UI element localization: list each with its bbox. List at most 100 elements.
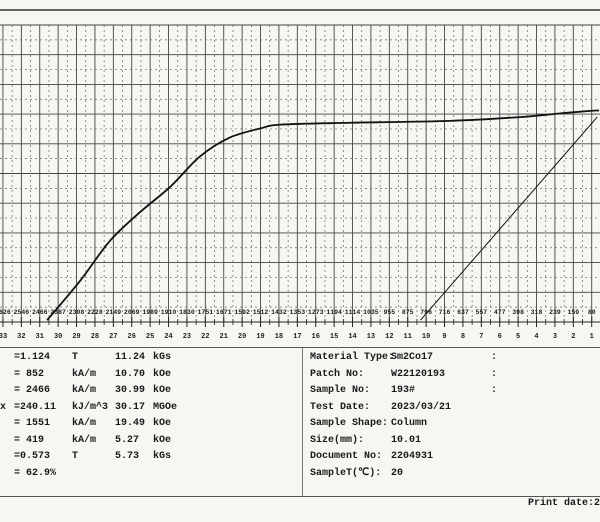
x-axis: 3326263225463124663023872923082822282721…: [0, 309, 600, 341]
x-tick-label-koe: 1: [590, 333, 594, 341]
info-value: 10.01: [391, 434, 422, 446]
x-tick-label-koe: 3: [553, 333, 557, 341]
result-value-alt: 19.49: [115, 418, 146, 429]
x-tick-label-kam: 2546: [14, 309, 30, 316]
sample-info-row: Material Type: Sm2Co17:: [303, 350, 599, 366]
x-tick-label-kam: 2626: [0, 309, 11, 316]
x-tick-label-kam: 1114: [345, 309, 361, 316]
j-h-curve: [46, 109, 600, 321]
result-value: =0.573: [14, 451, 51, 462]
x-tick-label-kam: 1830: [179, 309, 195, 316]
sample-info-row: Patch No: W22120193:: [303, 367, 599, 383]
x-tick-label-koe: 12: [385, 333, 393, 341]
x-tick-label-koe: 21: [220, 333, 228, 341]
result-unit: kA/m: [72, 434, 97, 446]
x-tick-label-koe: 26: [128, 333, 136, 341]
x-tick-label-koe: 15: [330, 333, 338, 341]
x-tick-label-kam: 2149: [106, 309, 122, 316]
x-tick-label-kam: 477: [494, 309, 506, 316]
x-tick-label-kam: 239: [549, 309, 561, 316]
x-tick-label-koe: 30: [54, 333, 62, 341]
x-tick-label-kam: 80: [588, 309, 596, 316]
result-row: = 2466 kA/m 30.99 kOe: [0, 383, 300, 399]
result-row: = 1551 kA/m 19.49 kOe: [0, 416, 300, 432]
x-tick-label-kam: 1671: [216, 309, 232, 316]
x-tick-label-kam: 557: [475, 309, 487, 316]
result-unit: kA/m: [72, 368, 97, 380]
b-h-curve: [420, 116, 598, 321]
sample-info-row: Test Date: 2023/03/21: [303, 400, 599, 416]
result-unit: T: [72, 352, 79, 363]
result-unit-alt: kGs: [153, 352, 172, 363]
result-row: =0.573 T 5.73 kGs: [0, 449, 300, 465]
x-tick-label-koe: 32: [17, 333, 25, 341]
x-tick-label-koe: 5: [516, 333, 520, 341]
info-label: Test Date:: [310, 401, 371, 413]
sample-info-row: Sample Shape: Column: [303, 416, 599, 432]
info-label: Document No:: [310, 451, 383, 462]
result-value-alt: 10.70: [115, 368, 146, 380]
result-label: x: [0, 401, 7, 413]
info-label: Sample No:: [310, 385, 371, 396]
x-tick-label-kam: 1910: [161, 309, 177, 316]
x-tick-label-koe: 33: [0, 333, 7, 341]
result-unit: T: [72, 451, 79, 462]
info-label: Patch No:: [310, 368, 365, 380]
x-tick-label-kam: 398: [512, 309, 524, 316]
x-tick-label-koe: 18: [275, 333, 283, 341]
x-tick-label-koe: 4: [534, 333, 538, 341]
x-tick-label-koe: 14: [348, 333, 356, 341]
x-tick-label-kam: 1194: [326, 309, 342, 316]
result-unit: kJ/m^3: [72, 401, 109, 413]
info-extra: :: [491, 352, 498, 363]
magnetic-results-panel: =1.124 T 11.24 kGs = 852 kA/m 10.70 kOe = 2466 kA…: [0, 347, 302, 497]
result-row: =1.124 T 11.24 kGs: [0, 350, 300, 366]
x-tick-label-kam: 1432: [271, 309, 287, 316]
x-tick-label-koe: 7: [479, 333, 483, 341]
x-tick-label-kam: 1751: [198, 309, 214, 316]
result-unit-alt: kGs: [153, 451, 172, 462]
result-value: = 852: [14, 368, 45, 380]
info-value: 2204931: [391, 451, 434, 462]
x-tick-label-koe: 23: [183, 333, 191, 341]
x-tick-label-kam: 1273: [308, 309, 324, 316]
result-unit: kA/m: [72, 385, 97, 396]
info-value: Sm2Co17: [391, 352, 434, 363]
demagnetization-chart: 3326263225463124663023872923082822282721…: [0, 9, 600, 341]
x-tick-label-kam: 1592: [234, 309, 250, 316]
result-unit-alt: MGOe: [153, 401, 178, 413]
x-tick-label-koe: 24: [164, 333, 172, 341]
info-label: Sample Shape:: [310, 418, 389, 429]
result-unit-alt: kOe: [153, 368, 172, 380]
result-value: = 419: [14, 434, 45, 446]
x-tick-label-kam: 637: [457, 309, 469, 316]
result-value-alt: 5.27: [115, 434, 140, 446]
sample-info-row: SampleT(℃): 20: [303, 466, 599, 482]
info-value: W22120193: [391, 368, 446, 380]
result-unit-alt: kOe: [153, 434, 172, 446]
info-extra: :: [491, 385, 498, 396]
info-value: 193#: [391, 385, 416, 396]
result-value: = 2466: [14, 385, 51, 396]
result-unit: kA/m: [72, 418, 97, 429]
result-row: x =240.11 kJ/m^3 30.17 MGOe: [0, 400, 300, 416]
x-tick-label-koe: 22: [201, 333, 209, 341]
x-tick-label-koe: 8: [461, 333, 465, 341]
x-tick-label-koe: 10: [422, 333, 430, 341]
x-tick-label-kam: 2069: [124, 309, 140, 316]
x-tick-label-koe: 27: [109, 333, 117, 341]
result-unit-alt: kOe: [153, 418, 172, 429]
x-tick-label-koe: 11: [404, 333, 412, 341]
x-tick-label-koe: 9: [442, 333, 446, 341]
info-extra: :: [491, 368, 498, 380]
x-tick-label-kam: 318: [531, 309, 543, 316]
x-tick-label-koe: 13: [367, 333, 375, 341]
result-value: = 1551: [14, 418, 51, 429]
sample-info-row: Size(mm): 10.01: [303, 433, 599, 449]
x-tick-label-kam: 1989: [142, 309, 158, 316]
x-tick-label-koe: 20: [238, 333, 246, 341]
result-value-alt: 30.17: [115, 401, 146, 413]
print-date: Print date:2: [527, 498, 600, 509]
x-tick-label-koe: 19: [256, 333, 264, 341]
x-tick-label-koe: 28: [91, 333, 99, 341]
